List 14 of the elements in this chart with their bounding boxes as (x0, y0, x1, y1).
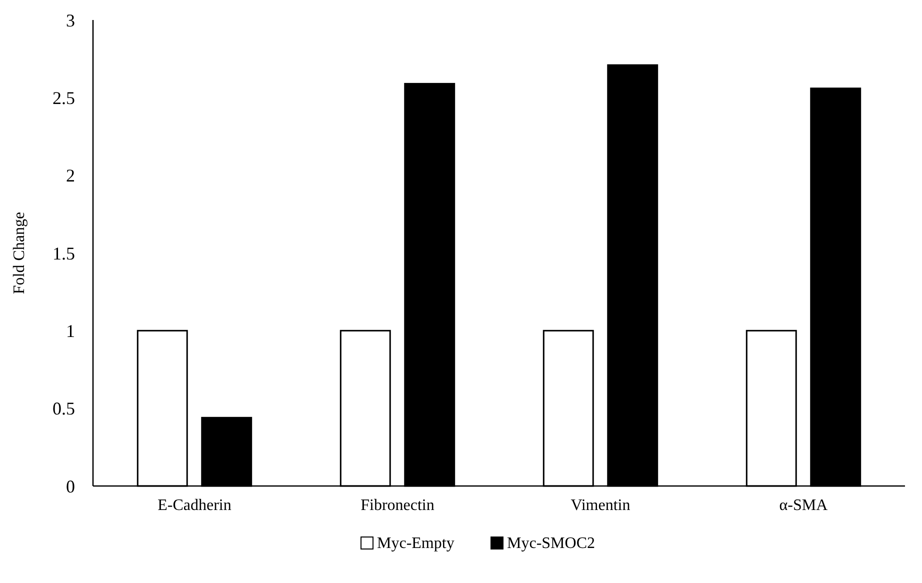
y-tick-label: 2.5 (52, 88, 75, 108)
x-tick-label: Fibronectin (360, 497, 434, 514)
y-tick-label: 2 (66, 166, 75, 186)
y-tick-label: 1.5 (52, 243, 75, 264)
x-tick-label: Vimentin (570, 497, 630, 514)
legend-label: Myc-SMOC2 (507, 535, 596, 552)
y-tick-label: 0 (66, 476, 75, 496)
y-tick-label: 0.5 (52, 398, 75, 419)
x-tick-label: E-Cadherin (158, 497, 232, 514)
legend-label: Myc-Empty (377, 535, 454, 552)
x-tick-label: α-SMA (779, 497, 828, 514)
y-tick-label: 3 (66, 10, 75, 30)
y-tick-label: 1 (66, 320, 75, 341)
y-axis-title: Fold Change (11, 212, 28, 294)
